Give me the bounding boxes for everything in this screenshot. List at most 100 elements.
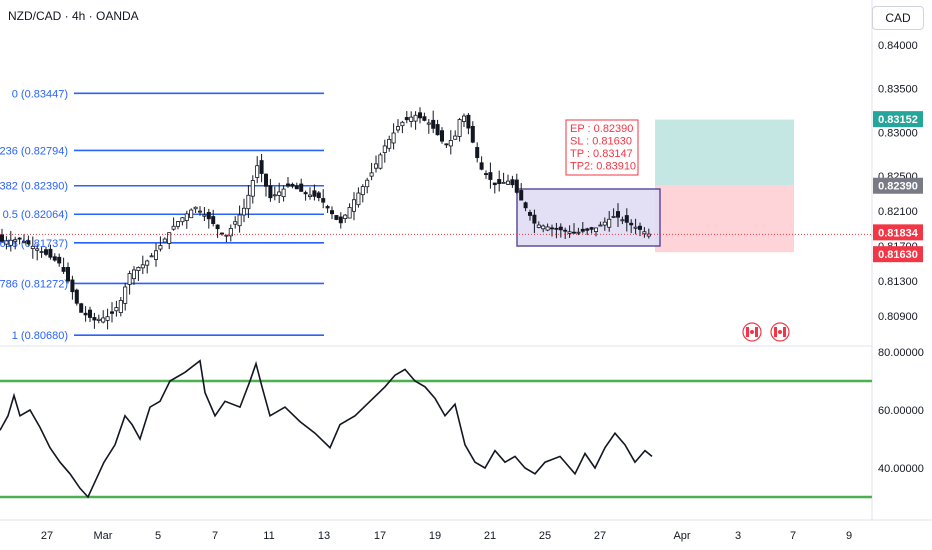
candle-down [629,222,634,226]
time-tick-label: 5 [155,530,161,542]
candle-down [303,192,308,195]
candle-down [497,179,502,185]
candle-up [30,245,35,249]
candle-down [435,124,440,136]
candle-down [488,172,493,180]
candle-up [501,181,506,184]
price-badge [873,111,923,128]
candle-up [4,240,9,245]
candle-down [466,114,471,129]
price-tick-label: 0.84000 [878,40,918,52]
candle-up [378,154,383,169]
candle-down [61,267,66,272]
candle-up [307,194,312,197]
candle-up [167,232,172,244]
flag-bar-right [783,327,786,337]
candle-up [343,214,348,220]
trade-info-line: SL : 0.81630 [570,136,632,148]
candle-down [580,228,585,232]
candle-up [145,260,150,266]
candle-up [193,206,198,210]
price-badge [873,246,923,263]
fib-level-label: 0.382 (0.82390) [0,181,68,193]
candle-up [541,225,546,230]
oscillator-tick-label: 60.00000 [878,405,924,417]
candle-down [479,162,484,170]
fib-level-label: 0 (0.83447) [12,88,68,100]
candle-down [79,303,84,313]
candle-down [439,130,444,142]
candle-up [400,121,405,127]
candle-down [585,228,590,231]
currency-button[interactable]: CAD [872,6,924,30]
price-tick-label: 0.83000 [878,127,918,139]
candle-down [338,216,343,224]
candle-up [602,221,607,226]
time-tick-label: 11 [263,530,274,542]
candle-up [118,300,123,314]
time-tick-label: 19 [429,530,441,542]
candle-down [52,256,57,261]
profit-zone [655,119,794,186]
candle-down [285,183,290,187]
time-tick-label: 27 [41,530,53,542]
flag-bar-right [755,327,758,337]
candle-up [197,210,202,213]
candle-up [598,224,603,227]
candle-down [616,211,621,218]
candle-up [642,231,647,235]
candle-up [35,248,40,251]
time-tick-label: Mar [94,530,113,542]
candle-down [422,116,427,121]
candle-up [250,180,255,197]
candle-down [550,227,555,230]
candle-up [39,251,44,253]
candle-up [607,218,612,228]
time-tick-label: 3 [735,530,741,542]
price-tick-label: 0.83500 [878,84,918,96]
candle-down [110,311,115,314]
candle-down [475,147,480,158]
candle-down [563,229,568,232]
candle-down [290,183,295,187]
candle-down [206,212,211,220]
trade-info-line: TP2: 0.83910 [570,161,636,173]
candle-up [140,264,145,269]
candle-up [158,245,163,250]
candle-up [576,231,581,234]
candle-up [351,199,356,212]
time-tick-label: 27 [594,530,606,542]
candle-up [387,139,392,149]
candle-up [237,214,242,227]
candle-down [316,192,321,199]
symbol-title: NZD/CAD · 4h · OANDA [8,9,139,23]
candle-up [536,224,541,228]
candle-up [594,227,599,232]
candle-up [395,126,400,131]
time-tick-label: 7 [790,530,796,542]
candle-down [417,112,422,119]
candle-down [88,309,93,318]
trade-info-line: EP : 0.82390 [570,123,633,135]
candle-up [356,192,361,206]
candle-down [510,179,515,186]
candle-down [57,256,62,264]
candle-up [246,194,251,210]
time-tick-label: Apr [673,530,690,542]
candle-up [175,221,180,227]
candle-down [404,117,409,121]
candle-up [633,226,638,229]
candle-up [413,114,418,122]
candle-up [153,250,158,260]
candle-up [131,269,136,280]
candle-up [272,194,277,197]
candle-up [453,135,458,140]
candle-up [567,231,572,234]
consolidation-box [516,188,661,247]
time-tick-label: 17 [374,530,386,542]
candle-up [360,186,365,196]
loss-zone [655,185,794,253]
candle-up [457,119,462,137]
